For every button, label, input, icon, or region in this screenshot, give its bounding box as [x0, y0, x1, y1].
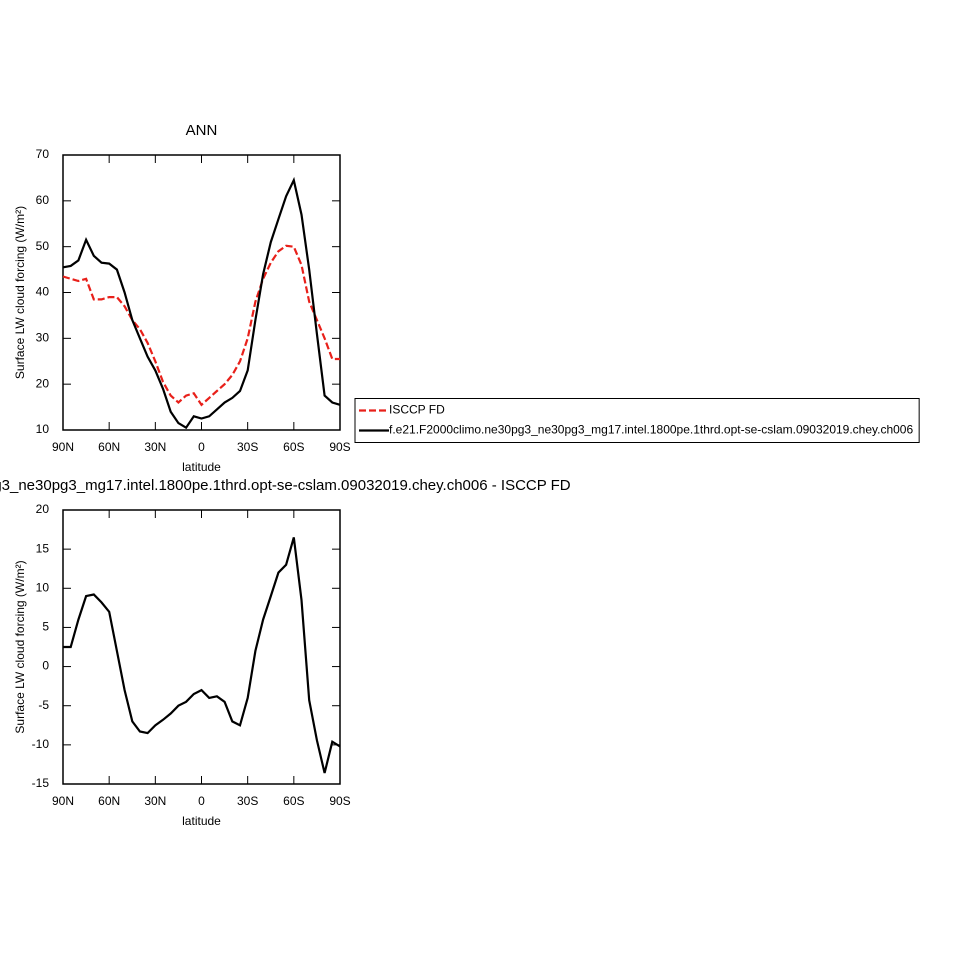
data-line	[63, 537, 341, 774]
x-tick-label: 90S	[329, 440, 350, 454]
chart-title: f.e21.F2000climo.ne30pg3_ne30pg3_mg17.in…	[0, 477, 571, 494]
x-tick-label: 90N	[52, 440, 74, 454]
x-tick-label: 0	[198, 794, 205, 808]
legend-box	[354, 398, 920, 443]
y-tick-label: 60	[36, 193, 50, 207]
x-tick-label: 60N	[98, 794, 120, 808]
legend-label: ISCCP FD	[389, 403, 445, 417]
y-tick-label: 5	[42, 620, 49, 634]
x-tick-label: 30S	[237, 440, 258, 454]
x-tick-label: 30N	[144, 440, 166, 454]
x-tick-label: 90S	[329, 794, 350, 808]
y-tick-label: -10	[32, 737, 50, 751]
y-tick-label: 40	[36, 285, 50, 299]
x-tick-label: 90N	[52, 794, 74, 808]
data-line	[62, 244, 340, 407]
y-tick-label: 20	[36, 502, 50, 516]
plot-frame	[62, 154, 341, 431]
plot-frame	[62, 509, 341, 785]
y-tick-label: -15	[32, 776, 50, 790]
y-tick-label: 20	[36, 376, 50, 390]
x-axis-label: latitude	[182, 814, 221, 828]
x-tick-label: 60S	[283, 794, 304, 808]
data-line	[62, 176, 341, 430]
y-axis-label: Surface LW cloud forcing (W/m²)	[13, 560, 27, 733]
y-tick-label: 10	[36, 422, 50, 436]
y-axis-label: Surface LW cloud forcing (W/m²)	[13, 206, 27, 379]
y-tick-label: 30	[36, 331, 50, 345]
y-tick-label: 10	[36, 580, 50, 594]
x-tick-label: 0	[198, 440, 205, 454]
chart-title: ANN	[186, 122, 218, 139]
y-tick-label: 50	[36, 239, 50, 253]
y-tick-label: 70	[36, 147, 50, 161]
y-tick-label: -5	[38, 698, 49, 712]
x-axis-label: latitude	[182, 460, 221, 474]
y-tick-label: 15	[36, 541, 50, 555]
x-tick-label: 60N	[98, 440, 120, 454]
legend-label: f.e21.F2000climo.ne30pg3_ne30pg3_mg17.in…	[389, 423, 913, 437]
x-tick-label: 30N	[144, 794, 166, 808]
y-tick-label: 0	[42, 659, 49, 673]
x-tick-label: 60S	[283, 440, 304, 454]
x-tick-label: 30S	[237, 794, 258, 808]
